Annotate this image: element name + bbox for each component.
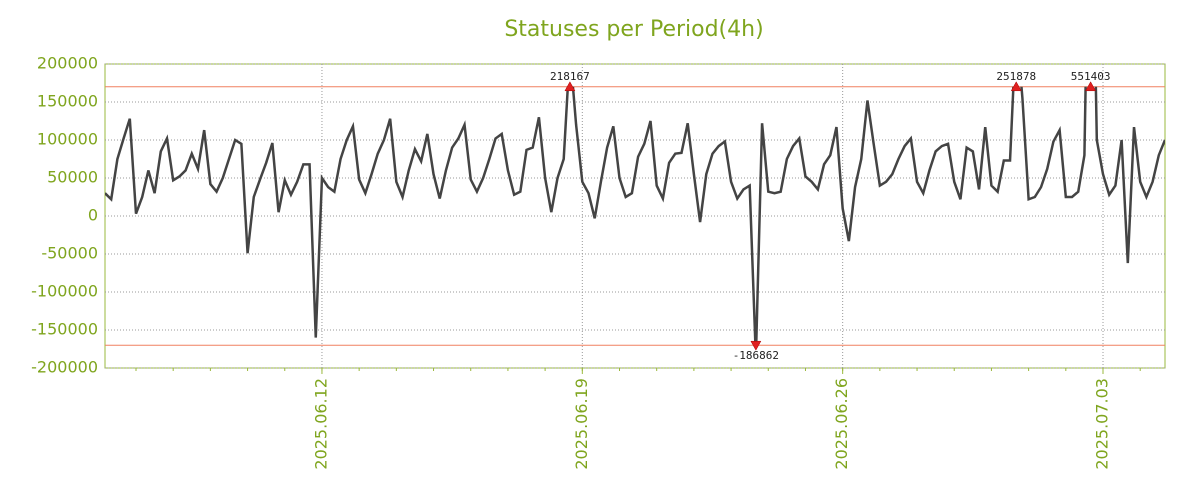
y-tick-label: 50000 — [47, 168, 98, 187]
x-tick-label: 2025.06.26 — [832, 378, 851, 470]
outlier-label: 551403 — [1071, 70, 1111, 83]
outlier-label: 251878 — [996, 70, 1036, 83]
x-tick-label: 2025.06.19 — [572, 378, 591, 470]
line-series — [105, 86, 1165, 346]
chart-title: Statuses per Period(4h) — [504, 17, 763, 42]
outlier-marker — [1085, 81, 1097, 92]
y-tick-label: 0 — [88, 206, 98, 225]
outlier-marker — [750, 340, 762, 351]
outlier-label: 218167 — [550, 70, 590, 83]
y-tick-label: 150000 — [37, 92, 98, 111]
y-tick-label: 100000 — [37, 130, 98, 149]
y-tick-label: -200000 — [31, 358, 98, 377]
outlier-marker — [564, 81, 576, 92]
y-tick-label: -50000 — [41, 244, 98, 263]
outlier-marker — [1010, 81, 1022, 92]
y-tick-label: -150000 — [31, 320, 98, 339]
y-tick-label: 200000 — [37, 54, 98, 73]
outlier-label: -186862 — [733, 349, 779, 362]
x-tick-label: 2025.07.03 — [1093, 378, 1112, 470]
y-tick-label: -100000 — [31, 282, 98, 301]
x-tick-label: 2025.06.12 — [311, 378, 330, 470]
